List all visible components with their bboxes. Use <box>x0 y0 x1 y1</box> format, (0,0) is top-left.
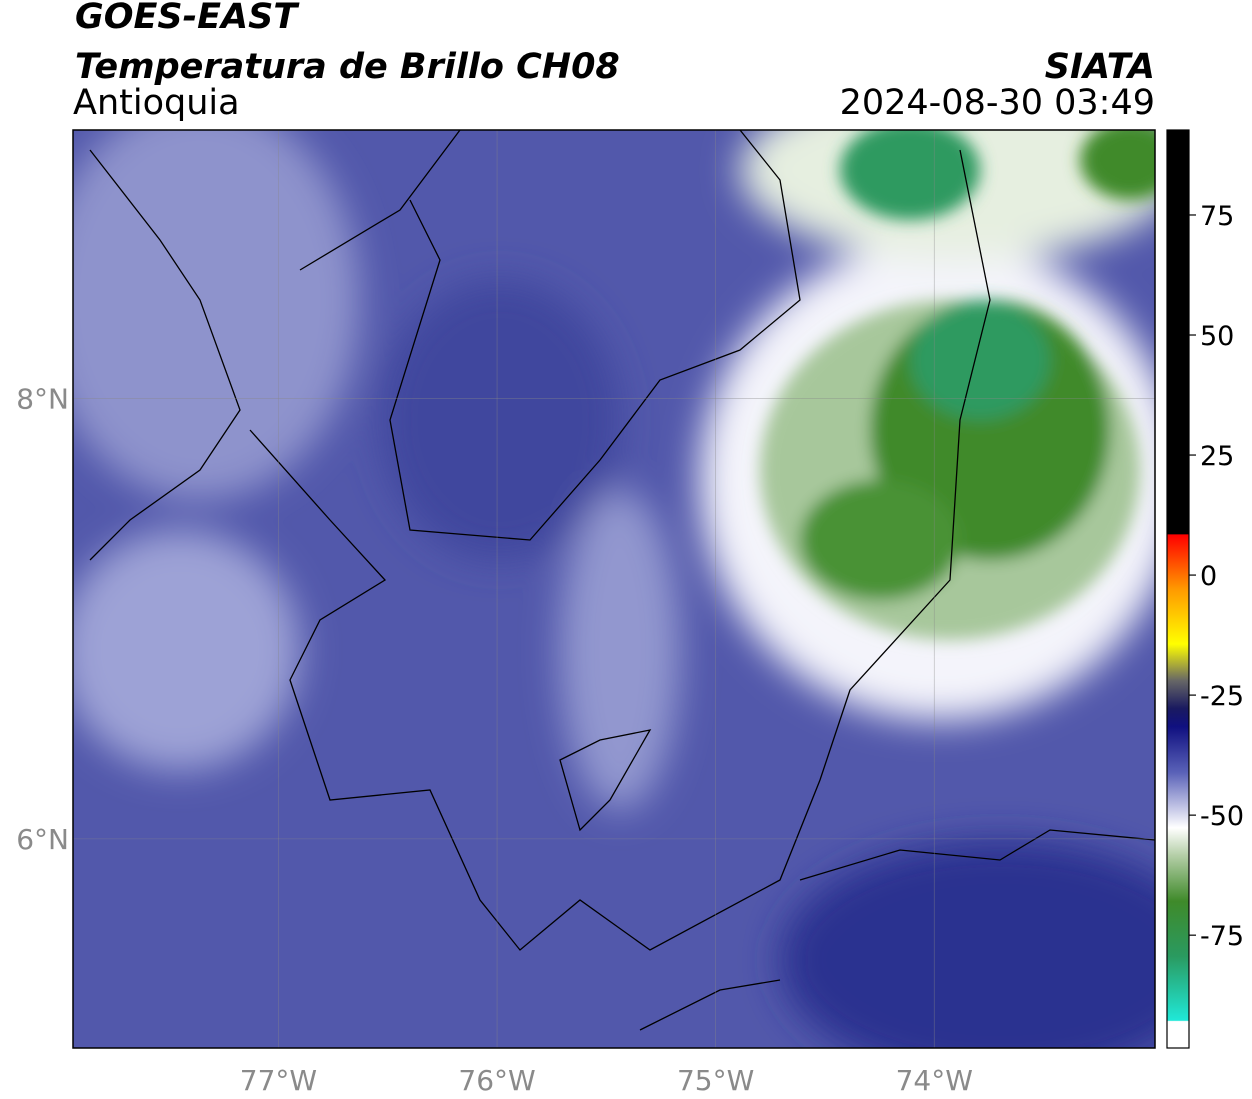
y-tick-label: 6°N <box>16 823 69 856</box>
colorbar-tick-label: 0 <box>1200 561 1217 592</box>
graticule <box>73 130 1155 1048</box>
product-title: Temperatura de Brillo CH08 <box>75 47 620 87</box>
x-tick-label: 75°W <box>677 1064 754 1097</box>
colorbar <box>1166 129 1190 1049</box>
map-image <box>73 130 1155 1048</box>
x-tick-label: 74°W <box>896 1064 973 1097</box>
x-tick-label: 76°W <box>458 1064 535 1097</box>
region-title: Antioquia <box>73 83 240 123</box>
colorbar-tick-label: -75 <box>1200 921 1244 952</box>
source-title: SIATA <box>1045 47 1155 87</box>
colorbar-tick-label: -50 <box>1200 801 1244 832</box>
map-frame <box>72 129 1156 1049</box>
colorbar-tick-label: -25 <box>1200 681 1244 712</box>
y-tick-label: 8°N <box>16 383 69 416</box>
datetime: 2024-08-30 03:49 <box>840 83 1155 123</box>
colorbar-tick-label: 50 <box>1200 321 1234 352</box>
satellite-title: GOES-EAST <box>75 0 300 37</box>
colorbar-tick-label: 75 <box>1200 201 1234 232</box>
colorbar-tick-label: 25 <box>1200 441 1234 472</box>
x-tick-label: 77°W <box>240 1064 317 1097</box>
